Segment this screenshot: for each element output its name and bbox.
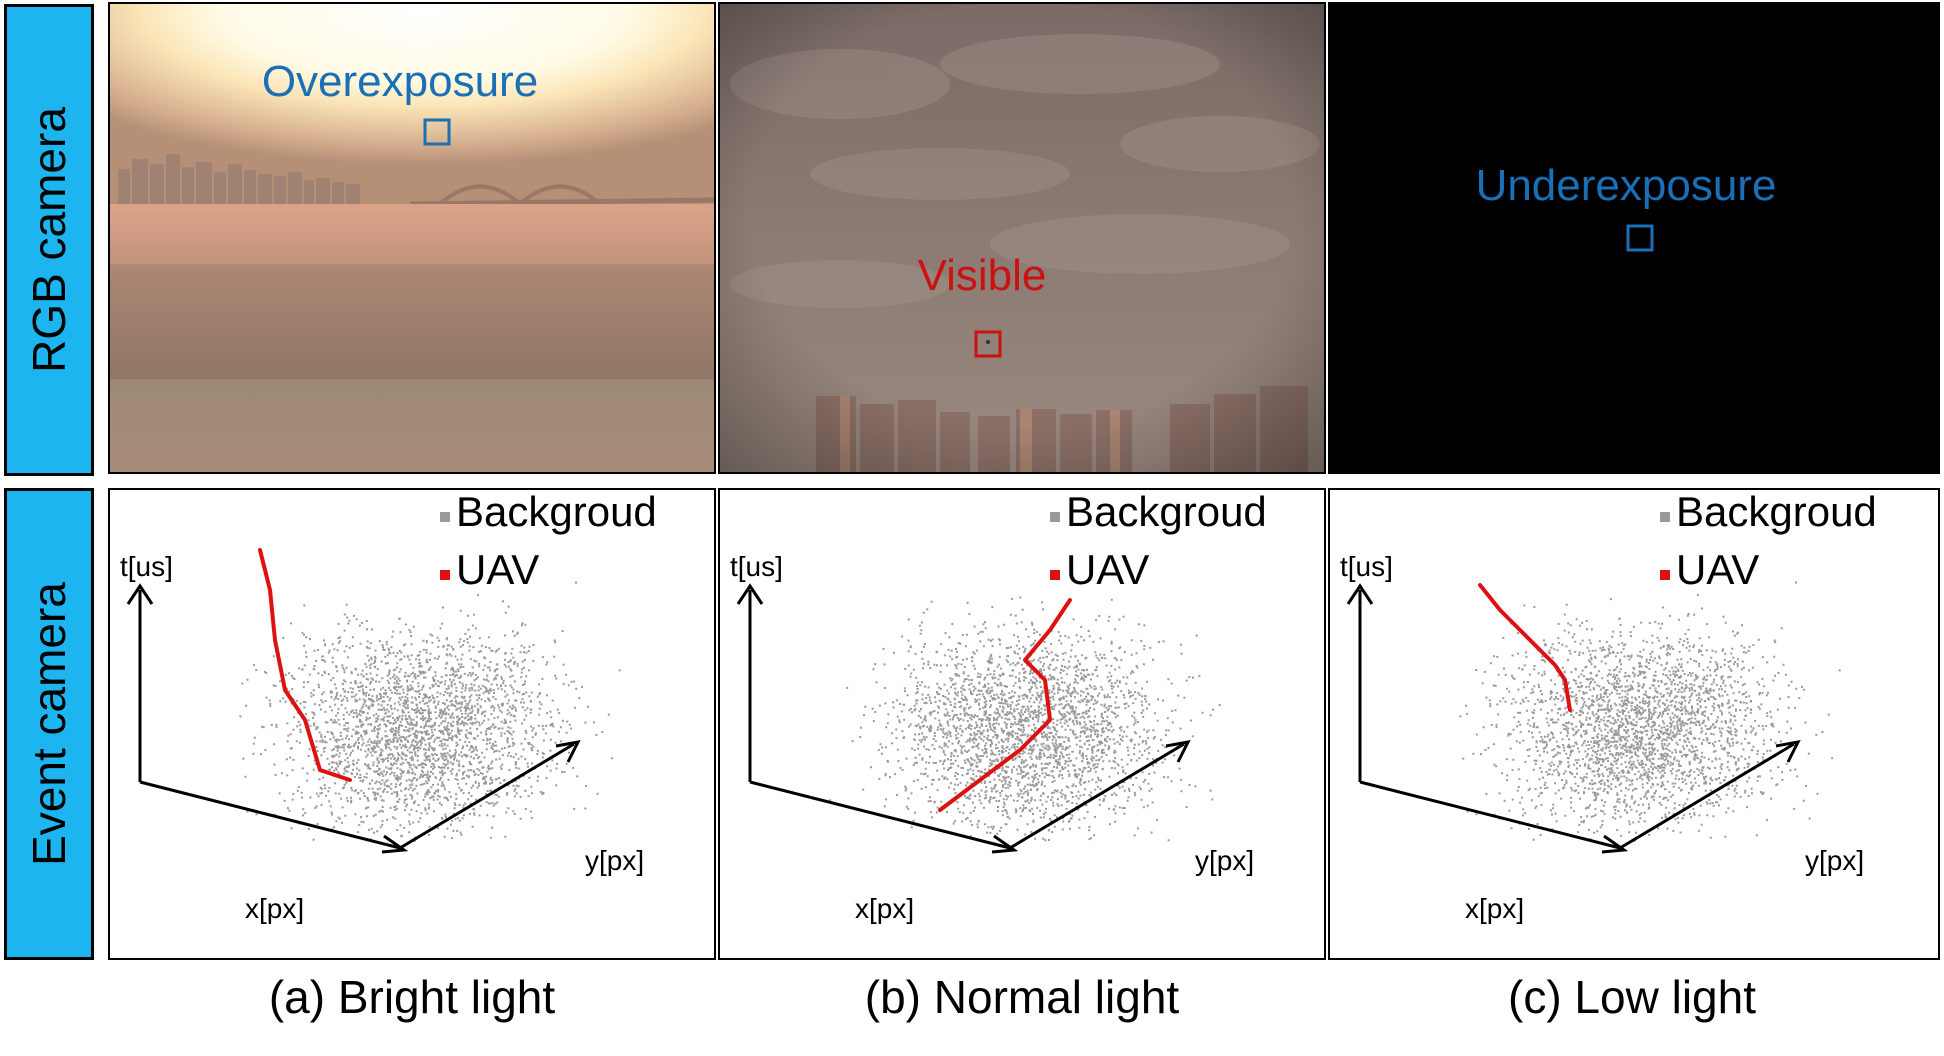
uav-box-low	[1626, 224, 1654, 252]
background-events	[1459, 581, 1841, 842]
background-events	[239, 581, 621, 842]
legend-background-label: Backgroud	[456, 490, 657, 535]
x-axis-label: x[px]	[1465, 893, 1524, 924]
t-axis-label: t[us]	[730, 551, 783, 582]
y-axis-label: y[px]	[1805, 845, 1864, 876]
visible-annotation: Visible	[918, 251, 1047, 300]
x-axis-arrow	[991, 834, 1019, 854]
caption-bright: (a) Bright light	[268, 971, 556, 1023]
t-axis-label: t[us]	[120, 551, 173, 582]
rgb-normal-scene: Visible	[720, 4, 1324, 472]
uav-event-trail	[1478, 583, 1572, 712]
x-axis	[749, 780, 1011, 850]
legend-uav-label: UAV	[1676, 546, 1759, 593]
x-axis-arrow	[1601, 834, 1629, 854]
x-axis	[139, 780, 401, 850]
event-panel-low: t[us] x[px] y[px] Backgroud UAV	[1328, 488, 1940, 960]
axes	[1346, 583, 1801, 854]
event-plot-bright: t[us] x[px] y[px] Backgroud UAV	[120, 490, 657, 924]
uav-box-bright	[423, 118, 451, 146]
rgb-panel-bright: Overexposure	[108, 2, 716, 474]
legend-swatch-uav	[1660, 570, 1670, 580]
x-axis	[1359, 780, 1621, 850]
y-axis-arrow	[1165, 739, 1191, 763]
rgb-camera-label-text: RGB camera	[23, 107, 75, 373]
caption-low: (c) Low light	[1508, 971, 1756, 1023]
uav-event-trail	[938, 598, 1072, 812]
grass-bank	[110, 379, 714, 472]
t-axis-arrow	[1346, 583, 1374, 605]
t-axis-arrow	[736, 583, 764, 605]
rgb-panel-low: Underexposure	[1328, 2, 1940, 474]
event-plot-normal: t[us] x[px] y[px] Backgroud UAV	[730, 490, 1267, 924]
legend: Backgroud UAV	[440, 490, 657, 593]
background-events	[829, 596, 1221, 842]
legend-swatch-uav	[1050, 570, 1060, 580]
legend: Backgroud UAV	[1050, 490, 1267, 593]
river-water	[110, 204, 714, 384]
uav-box-normal	[974, 330, 1002, 358]
y-axis	[1619, 742, 1795, 850]
legend-swatch-background	[440, 512, 450, 522]
t-axis-arrow	[126, 583, 154, 605]
x-axis-label: x[px]	[855, 893, 914, 924]
legend-uav-label: UAV	[456, 546, 539, 593]
event-camera-label-text: Event camera	[23, 582, 75, 866]
y-axis-label: y[px]	[585, 845, 644, 876]
legend-swatch-uav	[440, 570, 450, 580]
y-axis-arrow	[555, 739, 581, 763]
axes	[126, 583, 581, 854]
rgb-panel-normal: Visible	[718, 2, 1326, 474]
caption-normal: (b) Normal light	[864, 971, 1180, 1023]
event-panel-normal: t[us] x[px] y[px] Backgroud UAV	[718, 488, 1326, 960]
event-plot-low: t[us] x[px] y[px] Backgroud UAV	[1340, 490, 1877, 924]
x-axis-label: x[px]	[245, 893, 304, 924]
legend-swatch-background	[1050, 512, 1060, 522]
x-axis-arrow	[381, 834, 409, 854]
t-axis-label: t[us]	[1340, 551, 1393, 582]
event-panel-bright: t[us] x[px] y[px] Backgroud UAV	[108, 488, 716, 960]
legend-background-label: Backgroud	[1066, 490, 1267, 535]
legend: Backgroud UAV	[1660, 490, 1877, 593]
city-skyline	[118, 154, 360, 204]
overexposure-annotation: Overexposure	[262, 57, 538, 106]
axes	[736, 583, 1191, 854]
rgb-bright-scene: Overexposure	[110, 4, 714, 472]
y-axis	[1009, 742, 1185, 850]
legend-uav-label: UAV	[1066, 546, 1149, 593]
arch-bridge	[409, 184, 714, 207]
legend-swatch-background	[1660, 512, 1670, 522]
legend-background-label: Backgroud	[1676, 490, 1877, 535]
y-axis	[399, 742, 575, 850]
y-axis-label: y[px]	[1195, 845, 1254, 876]
y-axis-arrow	[1775, 739, 1801, 763]
uav-event-trail	[258, 548, 352, 782]
underexposure-annotation: Underexposure	[1476, 161, 1777, 210]
event-camera-label: Event camera	[4, 488, 94, 960]
rgb-low-scene: Underexposure	[1330, 4, 1938, 472]
rgb-camera-label: RGB camera	[4, 4, 94, 476]
